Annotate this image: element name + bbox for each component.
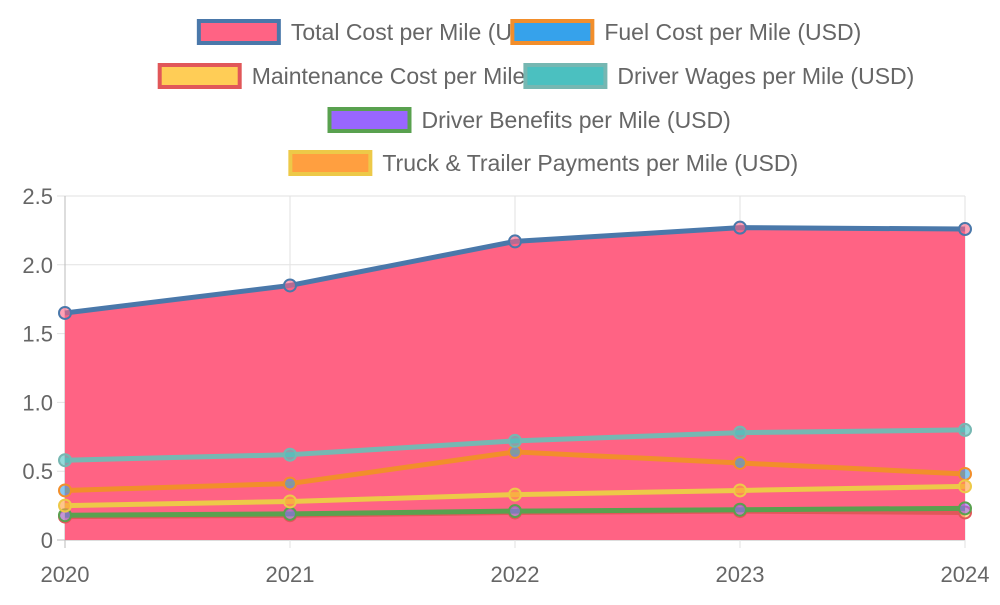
x-tick-label: 2024 [941,562,990,587]
y-tick-label: 1.0 [22,390,53,415]
x-tick-label: 2021 [266,562,315,587]
data-point [958,222,972,237]
data-point [733,502,747,517]
legend-label: Total Cost per Mile (USD) [291,19,552,45]
x-tick-label: 2023 [716,562,765,587]
data-point [733,220,747,235]
data-point [283,476,297,491]
legend-swatch [523,63,608,89]
legend-swatch [510,19,595,45]
x-tick-label: 2020 [41,562,90,587]
legend-label: Truck & Trailer Payments per Mile (USD) [382,150,798,176]
legend-swatch [196,19,281,45]
data-point [283,506,297,521]
data-point [733,455,747,470]
y-tick-label: 0.5 [22,459,53,484]
legend-label: Fuel Cost per Mile (USD) [604,19,861,45]
data-point [958,422,972,437]
data-point [283,278,297,293]
data-point [508,433,522,448]
data-point [58,305,72,320]
data-point [508,234,522,249]
data-point [283,494,297,509]
data-point [58,483,72,498]
data-point [283,447,297,462]
data-point [58,498,72,513]
data-point [58,453,72,468]
data-point [733,483,747,498]
x-tick-label: 2022 [491,562,540,587]
y-tick-label: 1.5 [22,322,53,347]
y-tick-label: 0 [41,528,53,553]
data-point [958,501,972,516]
legend-label: Driver Wages per Mile (USD) [617,63,914,89]
legend-swatch [157,63,242,89]
legend-swatch [288,150,373,176]
legend-swatch [327,107,412,133]
data-point [958,466,972,481]
data-point [508,487,522,502]
y-tick-label: 2.5 [22,184,53,209]
data-point [508,504,522,519]
y-tick-label: 2.0 [22,253,53,278]
legend-label: Driver Benefits per Mile (USD) [422,107,731,133]
data-point [958,479,972,494]
data-point [733,425,747,440]
